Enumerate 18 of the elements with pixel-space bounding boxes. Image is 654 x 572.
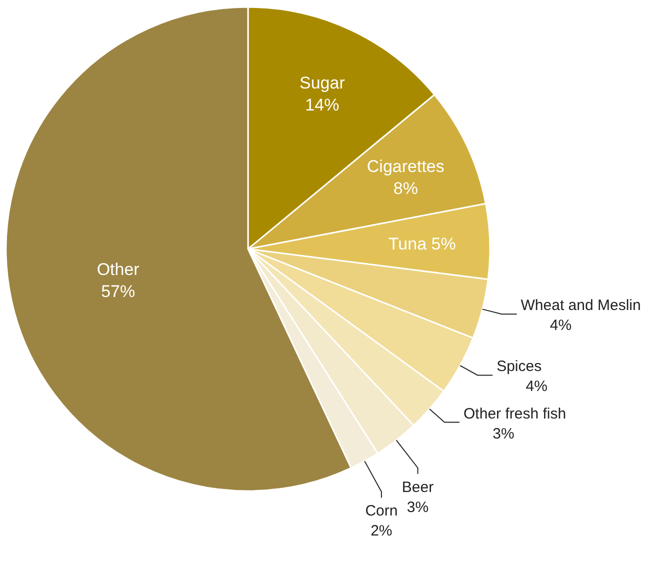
- data-label: 3%: [492, 425, 514, 442]
- slice-label: Tuna: [388, 234, 427, 254]
- data-label: 8%: [393, 178, 418, 198]
- slice-label: Spices: [496, 358, 542, 376]
- data-label: 4%: [526, 378, 548, 396]
- slice-label: Wheat and Meslin: [520, 297, 641, 314]
- slice-label: Other fresh fish: [464, 405, 566, 422]
- slice-label: Beer: [402, 478, 434, 496]
- data-label: 14%: [305, 95, 340, 114]
- slice-label: Cigarettes: [366, 156, 444, 176]
- slice-label: Corn: [365, 502, 398, 520]
- data-label: 57%: [101, 282, 136, 302]
- slice-label: Sugar: [300, 73, 346, 92]
- data-label: 5%: [431, 234, 456, 254]
- data-label: 3%: [406, 498, 429, 516]
- data-label: 4%: [550, 317, 572, 334]
- slice-label: Other: [96, 260, 140, 280]
- data-label: 2%: [370, 522, 392, 540]
